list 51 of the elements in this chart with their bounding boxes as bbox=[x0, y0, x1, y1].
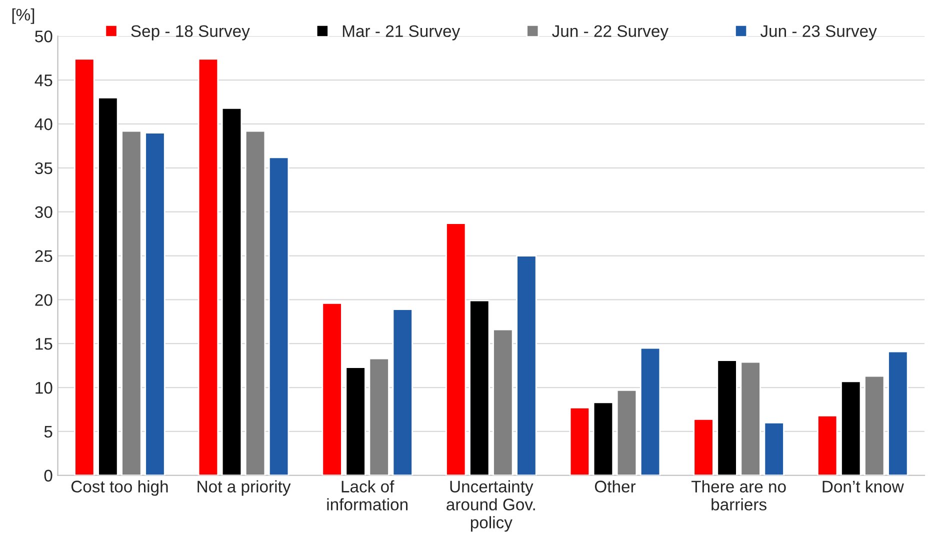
bar bbox=[198, 58, 219, 476]
bar bbox=[516, 255, 537, 476]
y-tick-label: 25 bbox=[35, 250, 52, 262]
bar bbox=[98, 96, 118, 476]
bar bbox=[640, 347, 661, 476]
bar bbox=[840, 380, 862, 476]
x-tick-label: Other bbox=[594, 480, 636, 492]
bar bbox=[469, 300, 490, 476]
y-tick-label: 30 bbox=[35, 206, 52, 218]
bar bbox=[616, 389, 638, 476]
legend-label: Mar - 21 Survey bbox=[342, 25, 460, 40]
bar bbox=[716, 360, 738, 476]
y-tick-label: 20 bbox=[35, 294, 52, 306]
bar bbox=[446, 222, 466, 476]
bar bbox=[345, 366, 366, 476]
y-tick-label: 10 bbox=[36, 382, 52, 394]
bar bbox=[268, 156, 290, 476]
x-tick-label: Don’t know bbox=[822, 480, 904, 492]
bar bbox=[392, 308, 413, 476]
y-tick-label: 35 bbox=[35, 162, 52, 174]
x-tick-label: Uncertainty around Gov. policy bbox=[446, 480, 535, 532]
bar bbox=[569, 407, 590, 476]
bar bbox=[864, 375, 885, 476]
y-tick-label: 5 bbox=[44, 426, 52, 438]
bar bbox=[492, 328, 514, 476]
y-tick-label: 40 bbox=[34, 118, 52, 130]
bar bbox=[693, 418, 714, 476]
bar bbox=[121, 130, 142, 476]
bar bbox=[740, 361, 761, 476]
bar bbox=[592, 402, 614, 476]
x-tick-label: Not a priority bbox=[198, 480, 291, 496]
y-axis-title: [%] bbox=[12, 8, 34, 24]
bar bbox=[368, 358, 390, 476]
bar bbox=[764, 422, 784, 476]
legend-label: Jun - 23 Survey bbox=[760, 25, 877, 40]
y-tick-label: 50 bbox=[35, 30, 52, 42]
legend-label: Jun - 22 Survey bbox=[552, 25, 668, 40]
bar bbox=[244, 130, 266, 476]
bar bbox=[888, 350, 908, 476]
x-tick-label: Lack of information bbox=[327, 480, 408, 510]
bar bbox=[322, 302, 342, 476]
bar bbox=[144, 132, 166, 476]
bar bbox=[74, 58, 95, 476]
x-tick-label: There are no barriers bbox=[691, 480, 786, 510]
x-tick-label: Cost too high bbox=[71, 480, 168, 496]
legend-label: Sep - 18 Survey bbox=[131, 25, 250, 40]
y-tick-label: 15 bbox=[36, 338, 52, 350]
y-tick-label: 0 bbox=[44, 470, 52, 482]
y-tick-label: 45 bbox=[34, 74, 52, 86]
bar bbox=[817, 414, 838, 476]
bar bbox=[221, 107, 242, 476]
